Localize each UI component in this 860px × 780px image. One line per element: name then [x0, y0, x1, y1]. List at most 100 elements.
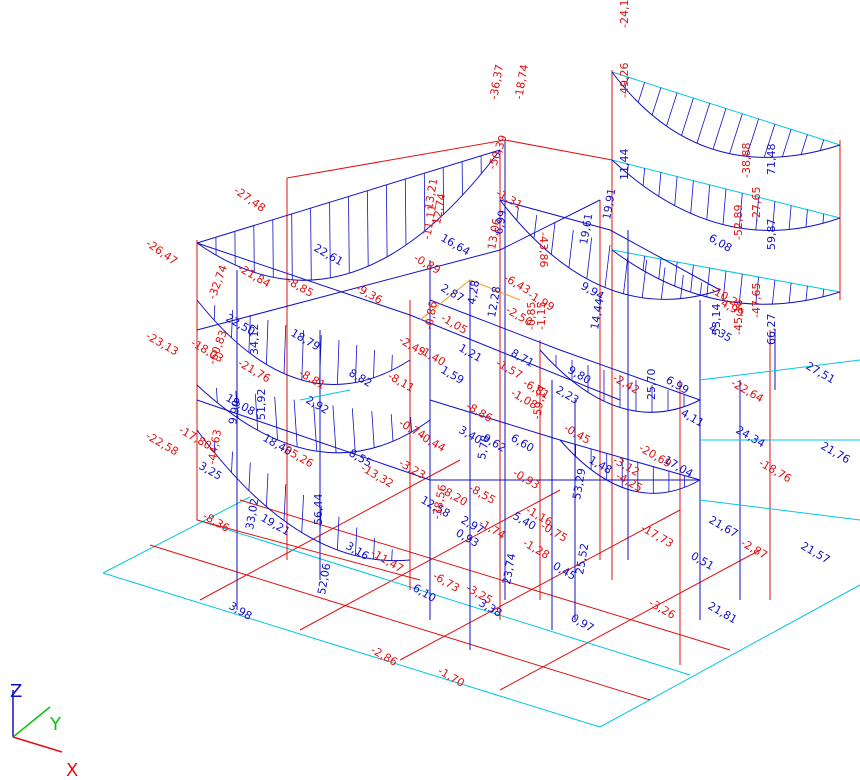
- mid-4-hatch-2: [235, 390, 238, 418]
- moment-label: -6,43: [502, 271, 533, 296]
- top-3-hatch-3: [658, 258, 662, 279]
- top-2-hatch-6: [706, 184, 711, 220]
- moment-label: -2,42: [611, 371, 642, 396]
- moment-label: 21,81: [706, 599, 740, 626]
- top-3-hatch-7: [722, 270, 727, 301]
- top-2-hatch-3: [658, 172, 662, 197]
- top-2-hatch-2: [642, 168, 645, 186]
- beam-mid-8: [429, 299, 701, 401]
- mid-7-hatch-11: [699, 282, 703, 296]
- mid-4-hatch-1: [216, 387, 218, 403]
- mid-3-hatch-4: [266, 319, 269, 365]
- moment-label: 22,61: [312, 241, 346, 268]
- ground-line-5: [149, 544, 651, 701]
- mid-7-hatch-7: [623, 252, 629, 294]
- moment-label: 21,67: [707, 513, 741, 540]
- mid-7-hatch-9: [660, 267, 666, 300]
- moment-label: -17,73: [639, 521, 676, 550]
- moment-label: -52,89: [732, 205, 745, 240]
- moment-label: 6,99: [492, 209, 509, 235]
- moment-label: -3,26: [647, 596, 678, 621]
- beam-mid-7: [499, 199, 721, 291]
- moment-label: -44,63: [205, 428, 224, 465]
- top-1-hatch-7: [712, 108, 727, 150]
- top-3-hatch-9: [755, 276, 759, 305]
- moment-label: -8,81: [297, 366, 328, 391]
- top-3-hatch-8: [738, 273, 743, 303]
- top-3-hatch-12: [805, 285, 808, 301]
- top-1-hatch-1: [624, 77, 629, 89]
- mid-3-hatch-2: [231, 309, 233, 338]
- top-2-hatch-4: [674, 176, 678, 206]
- mid-2-hatch-10: [386, 184, 388, 257]
- moment-label: -8,11: [386, 369, 417, 394]
- moment-label: 1,59: [439, 363, 467, 387]
- axis-z-label: Z: [10, 681, 22, 702]
- moment-label: 16,64: [439, 231, 473, 258]
- mid-5-hatch-11: [391, 549, 393, 561]
- mid-7-hatch-10: [680, 274, 684, 299]
- beam-mid-4: [196, 199, 601, 331]
- top-3-hatch-13: [822, 288, 825, 297]
- top-1-hatch-5: [681, 97, 694, 136]
- moment-label: 0,97: [569, 611, 597, 635]
- top-2-hatch-8: [738, 193, 743, 228]
- moment-label: -27,65: [750, 187, 763, 222]
- moment-hatch: [213, 77, 825, 561]
- moment-label: 9,90: [226, 399, 243, 425]
- top-3-hatch-4: [674, 261, 678, 287]
- mid-4-hatch-9: [371, 411, 375, 448]
- moment-label: 71,48: [765, 144, 778, 176]
- beam-mid-3: [196, 242, 621, 401]
- mid-2-hatch-7: [329, 202, 331, 278]
- moment-label: 23,74: [500, 552, 518, 585]
- moment-label: 3,16: [344, 539, 372, 563]
- moment-label: -8,86: [464, 399, 495, 424]
- top-3-hatch-6: [706, 267, 711, 297]
- top-2-hatch-10: [772, 201, 776, 231]
- moment-label: -36,37: [487, 63, 506, 100]
- mid-3-hatch-7: [319, 334, 322, 384]
- moment-label: 59,87: [765, 219, 778, 251]
- moment-label: 25,70: [645, 369, 658, 401]
- beam-mid-1: [286, 139, 613, 179]
- beam-mid-5: [196, 399, 700, 481]
- moment-label: 2,23: [554, 383, 582, 407]
- moment-label: -38,56: [430, 483, 449, 520]
- moment-label: 53,14: [710, 304, 723, 336]
- moment-label: 12,74: [430, 192, 448, 225]
- moment-label: 8,82: [347, 366, 375, 390]
- top-1-hatch-12: [800, 134, 808, 155]
- ground-edge-left: [102, 496, 251, 574]
- moment-label: 3,25: [197, 459, 225, 483]
- moment-label: -0,89: [412, 251, 443, 276]
- mid-5-hatch-9: [355, 527, 358, 556]
- mid-5-hatch-5: [283, 484, 287, 521]
- moment-label: -21,76: [236, 356, 273, 385]
- mid-3-hatch-1: [213, 304, 216, 321]
- ground-edge-front: [102, 572, 601, 728]
- moment-label: 4,28: [465, 279, 482, 305]
- top-3-hatch-11: [788, 282, 792, 303]
- ground-line-7: [239, 499, 731, 651]
- moment-label: -50,39: [486, 133, 510, 171]
- mid-4-hatch-7: [332, 405, 337, 453]
- moment-label: 2,92: [304, 393, 332, 417]
- mid-2-hatch-11: [404, 179, 407, 246]
- top-1-hatch-10: [763, 123, 776, 158]
- top-3-hatch-5: [690, 264, 694, 293]
- moment-label: -2,87: [739, 536, 770, 561]
- moment-label: -23,13: [144, 329, 181, 358]
- moment-curve-mid-9: [559, 439, 701, 494]
- moment-label: -13,32: [359, 461, 396, 490]
- mid-7-hatch-4: [568, 229, 574, 268]
- moment-label: 34,12: [248, 324, 261, 356]
- moment-label: -2,86: [369, 643, 400, 668]
- moment-label: -8,55: [467, 481, 498, 506]
- moment-label: 3,98: [227, 599, 255, 623]
- mid-3-hatch-6: [301, 329, 304, 381]
- moment-label: -47,65: [750, 283, 763, 318]
- top-1-hatch-11: [782, 129, 792, 157]
